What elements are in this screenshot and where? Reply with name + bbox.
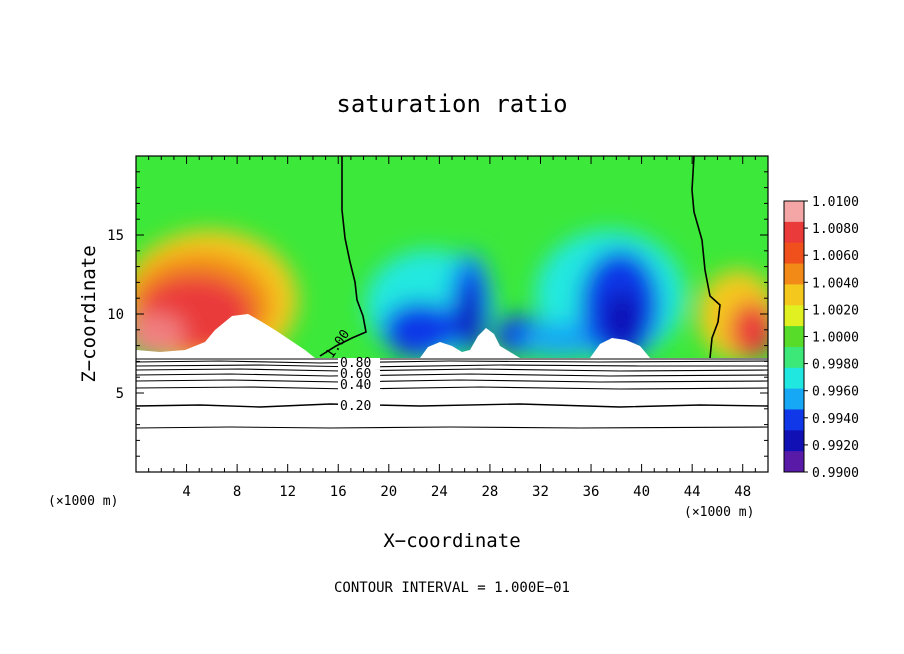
colorbar-swatch <box>784 430 804 452</box>
colorbar-swatch <box>784 263 804 285</box>
colorbar-swatch <box>784 221 804 244</box>
contour-interval-note: CONTOUR INTERVAL = 1.000E−01 <box>334 580 570 596</box>
x-unit-right: (×1000 m) <box>684 505 754 520</box>
colorbar-tick-label: 0.9920 <box>812 439 859 454</box>
colorbar-swatch <box>784 409 804 431</box>
colorbar-tick-label: 1.0100 <box>812 195 859 210</box>
chart-title: saturation ratio <box>336 90 567 118</box>
contour-label-0.80: 0.80 <box>340 356 371 371</box>
contour-label-0.20: 0.20 <box>340 399 371 414</box>
x-axis-label: X−coordinate <box>383 530 520 552</box>
x-tick-label: 16 <box>330 484 347 500</box>
x-tick-label: 12 <box>279 484 296 500</box>
x-axis-ticks: 4 8 12 16 20 24 28 32 36 40 44 48 <box>148 156 756 500</box>
colorbar-swatch <box>784 367 804 390</box>
colorbar-tick-label: 0.9940 <box>812 412 859 427</box>
colorbar-swatch <box>784 284 804 306</box>
x-tick-label: 4 <box>182 484 190 500</box>
colorbar-tick-label: 0.9900 <box>812 466 859 481</box>
y-axis-ticks: 5 10 15 <box>107 171 768 457</box>
colorbar-tick-label: 0.9960 <box>812 385 859 400</box>
colorbar: 1.0100 1.0080 1.0060 1.0040 1.0020 1.0000 0.99… <box>783 195 859 481</box>
colorbar-tick-label: 1.0000 <box>812 331 859 346</box>
lower-contours <box>135 358 769 429</box>
x-tick-label: 36 <box>583 484 600 500</box>
x-tick-label: 44 <box>684 484 701 500</box>
x-unit-left: (×1000 m) <box>48 494 118 509</box>
colorbar-tick-label: 1.0020 <box>812 303 859 318</box>
colorbar-tick-label: 0.9980 <box>812 358 859 373</box>
x-tick-label: 20 <box>380 484 397 500</box>
colorbar-swatch <box>784 451 804 473</box>
x-tick-label: 40 <box>633 484 650 500</box>
x-tick-label: 8 <box>233 484 241 500</box>
x-tick-label: 32 <box>532 484 549 500</box>
colorbar-tick-label: 1.0080 <box>812 222 859 237</box>
colorbar-swatch <box>784 201 804 223</box>
y-tick-label: 15 <box>107 228 124 244</box>
contour-label-0.40: 0.40 <box>340 378 371 393</box>
y-tick-label: 5 <box>116 386 124 402</box>
y-tick-label: 10 <box>107 307 124 323</box>
saturation-field <box>136 156 768 358</box>
contour-label-0.60: 0.60 <box>340 367 371 382</box>
x-tick-label: 28 <box>481 484 498 500</box>
y-axis-label: Z−coordinate <box>78 245 100 382</box>
colorbar-tick-label: 1.0040 <box>812 276 859 291</box>
colorbar-swatch <box>784 388 804 410</box>
colorbar-swatch <box>784 346 804 369</box>
x-tick-label: 48 <box>734 484 751 500</box>
colorbar-swatch <box>784 242 804 265</box>
x-tick-label: 24 <box>431 484 448 500</box>
colorbar-swatch <box>784 326 804 348</box>
colorbar-swatch <box>784 305 804 327</box>
colorbar-tick-label: 1.0060 <box>812 249 859 264</box>
